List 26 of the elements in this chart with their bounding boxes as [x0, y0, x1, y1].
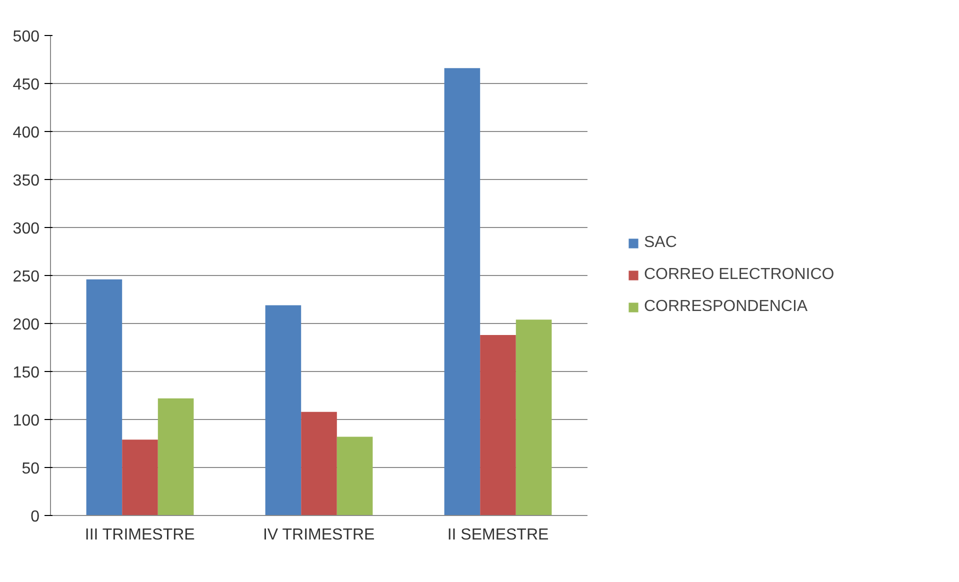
y-tick-label: 400 — [12, 124, 40, 142]
x-tick-label: IV TRIMESTRE — [262, 526, 375, 544]
bar — [122, 440, 158, 516]
x-tick-label: II SEMESTRE — [447, 526, 549, 544]
bar — [336, 436, 373, 516]
bar — [444, 68, 480, 516]
y-tick-label: 500 — [12, 28, 40, 46]
y-tick-label: 200 — [12, 316, 40, 334]
legend-label: CORRESPONDENCIA — [644, 298, 808, 316]
bar — [480, 335, 516, 516]
y-tick-label: 100 — [12, 412, 40, 430]
y-tick-label: 250 — [12, 268, 40, 286]
bar — [158, 398, 194, 516]
bar — [265, 305, 302, 516]
y-tick-label: 300 — [12, 220, 40, 238]
y-tick-label: 0 — [30, 508, 40, 526]
bar — [516, 320, 552, 516]
bar — [301, 412, 337, 516]
x-tick-label: III TRIMESTRE — [84, 526, 195, 544]
bar — [86, 279, 122, 516]
legend-label: CORREO ELECTRONICO — [644, 266, 834, 284]
y-tick-label: 50 — [22, 460, 40, 478]
legend-label: SAC — [644, 234, 677, 252]
y-tick-label: 150 — [12, 364, 40, 382]
y-tick-label: 450 — [12, 76, 40, 94]
y-tick-label: 350 — [12, 172, 40, 190]
